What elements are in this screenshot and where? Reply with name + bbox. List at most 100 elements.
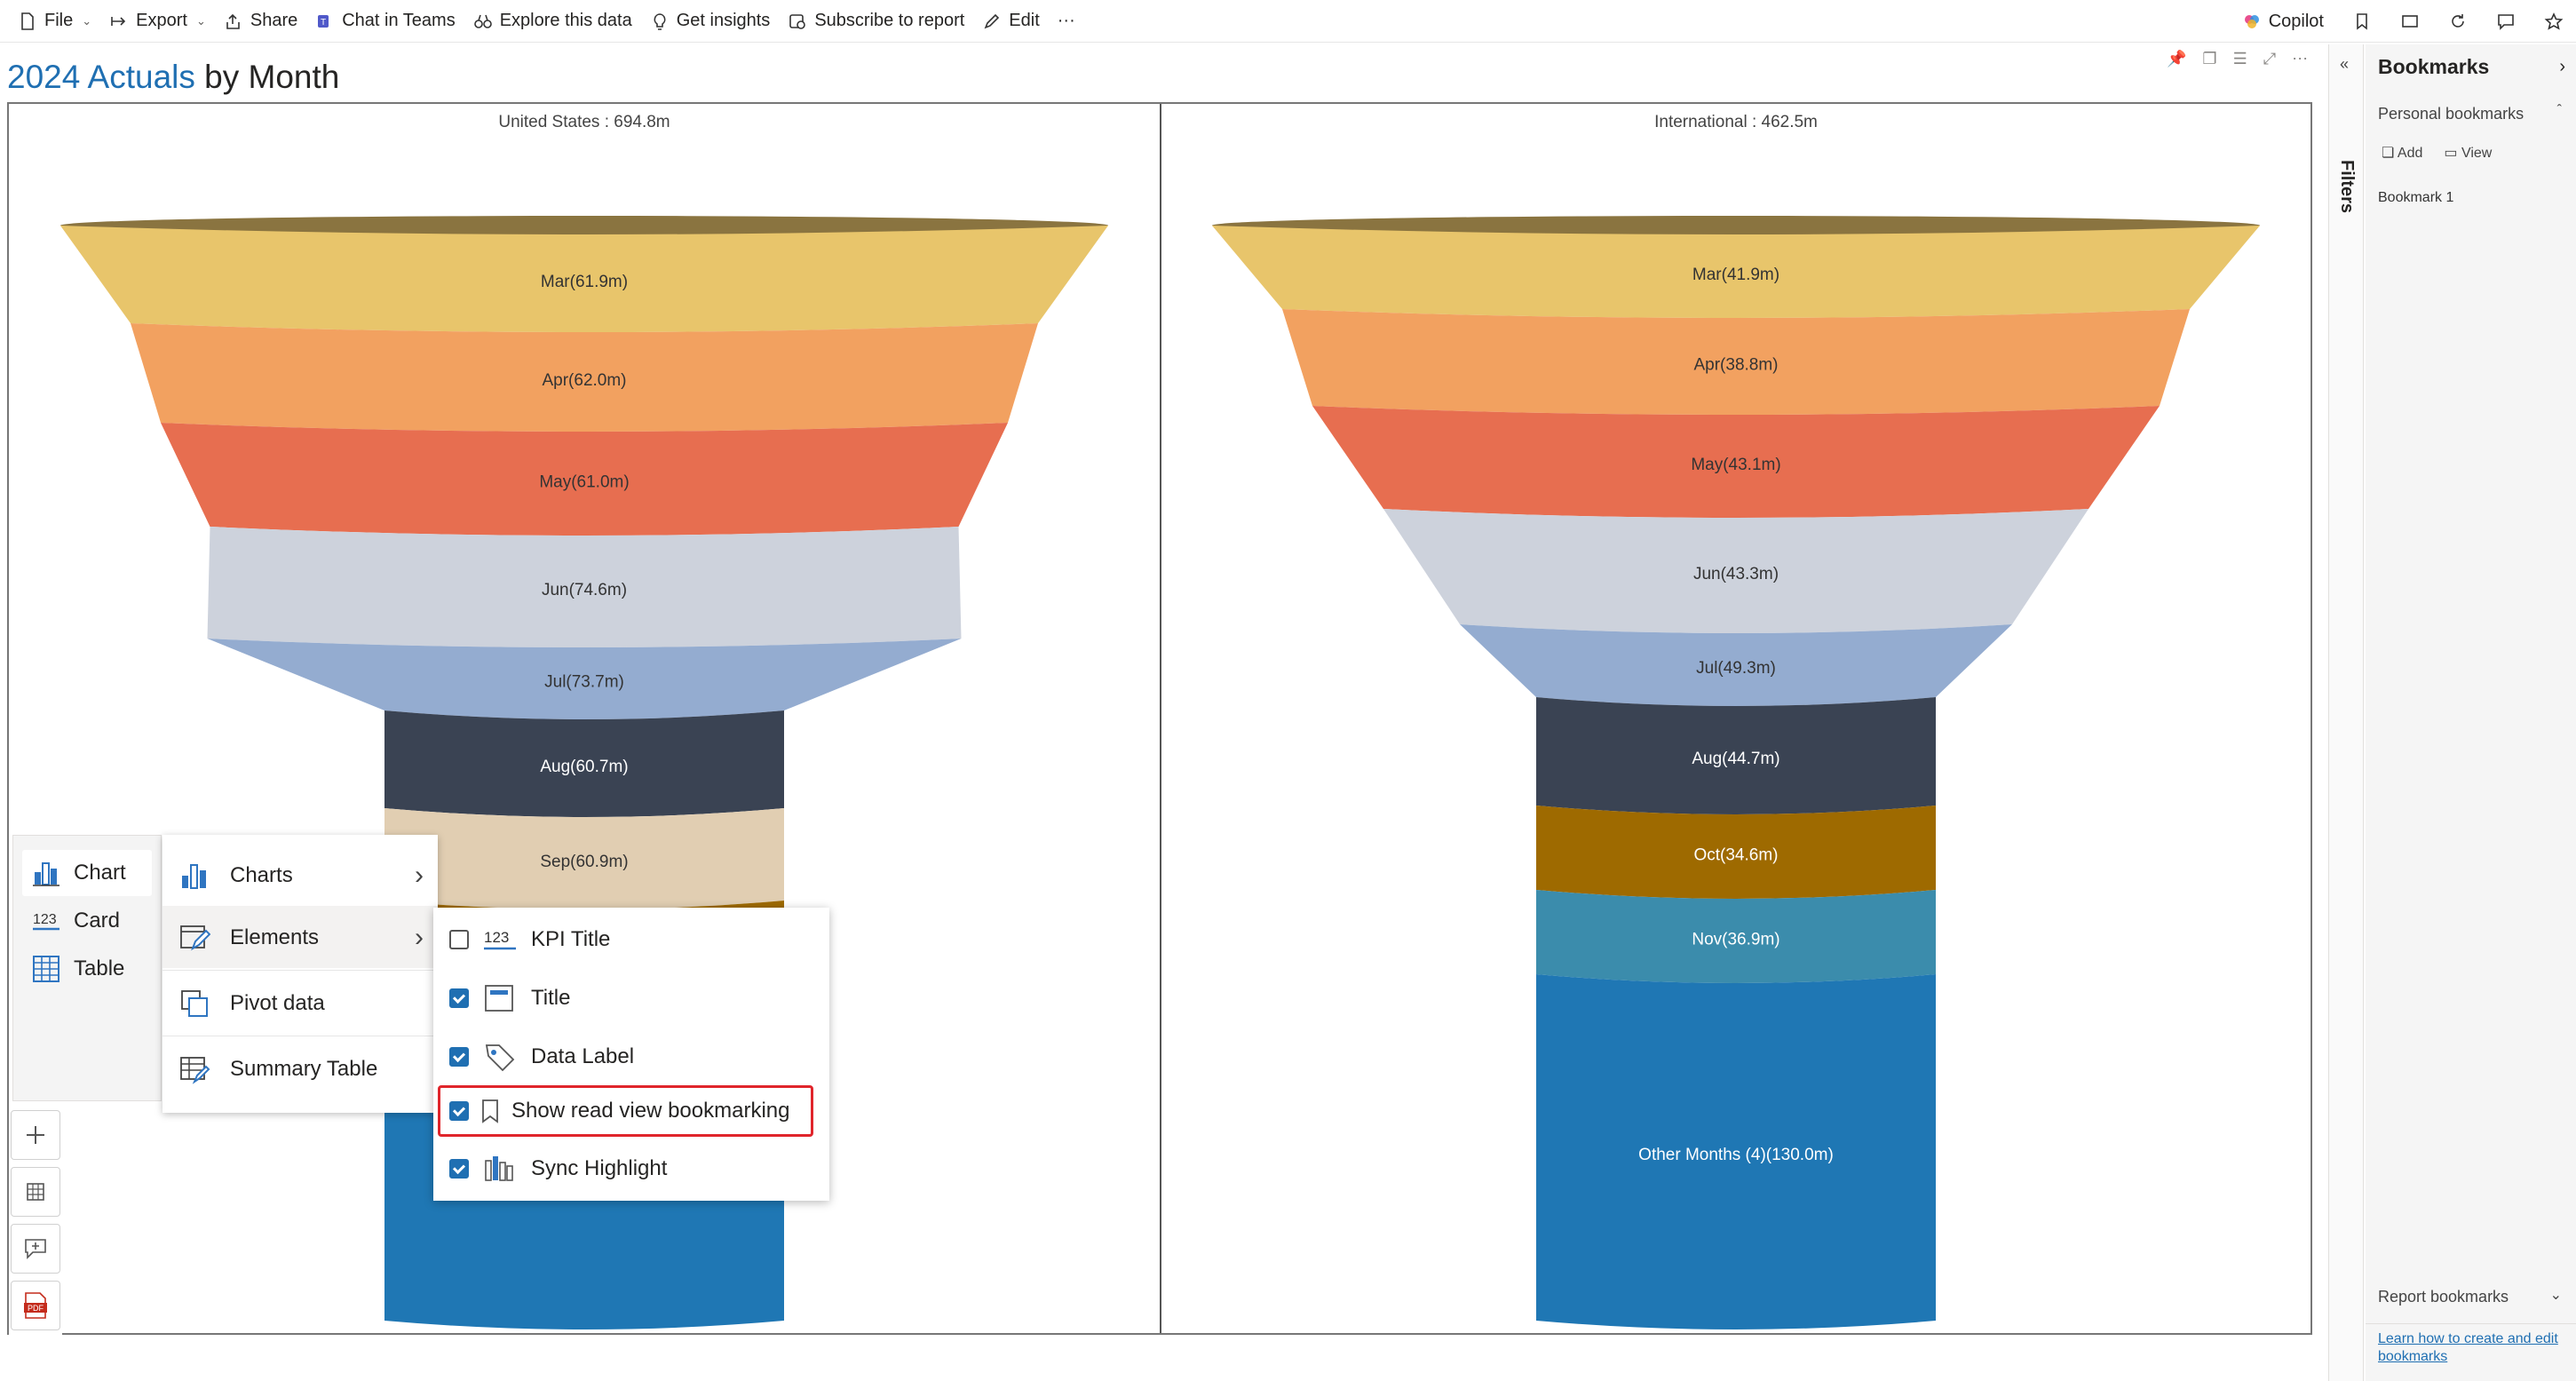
funnel-segment[interactable] [384, 710, 784, 817]
menu-item-pivot-data[interactable]: Pivot data [178, 977, 427, 1030]
file-menu[interactable]: File ⌄ [18, 11, 91, 31]
funnel-segment[interactable] [1282, 309, 2190, 415]
title-checkbox[interactable] [449, 988, 469, 1008]
get-insights-button[interactable]: Get insights [650, 11, 771, 31]
personal-bookmarks-header[interactable]: Personal bookmarks [2378, 105, 2524, 123]
segment-data-label: Mar(61.9m) [541, 273, 628, 291]
segment-data-label: Oct(34.6m) [1693, 846, 1778, 865]
copilot-button[interactable]: Copilot [2242, 12, 2324, 32]
refresh-icon[interactable] [2448, 12, 2468, 31]
chart-options-menu: Charts › Elements › Pivot data Summary Tab… [162, 835, 438, 1113]
bookmarking-label: Show read view bookmarking [511, 1099, 790, 1123]
sync-highlight-icon [485, 1156, 513, 1181]
table-label: Table [74, 956, 125, 980]
bookmark-item[interactable]: Bookmark 1 [2378, 190, 2454, 205]
menu-item-chart[interactable]: Chart [22, 850, 152, 896]
view-icon[interactable] [2400, 12, 2420, 31]
explore-data-button[interactable]: Explore this data [473, 11, 632, 31]
funnel-top-cap [60, 216, 1108, 235]
comment-icon[interactable] [2496, 12, 2516, 31]
report-bookmarks-header[interactable]: Report bookmarks [2378, 1288, 2509, 1306]
favorite-icon[interactable] [2544, 12, 2564, 31]
more-options-button[interactable]: ··· [1058, 11, 1075, 31]
add-label: Add [2397, 146, 2423, 161]
visual-more-icon[interactable]: ⋯ [2292, 50, 2309, 67]
menu-item-data-label[interactable]: Data Label [449, 1032, 634, 1082]
funnel-segment[interactable] [1536, 974, 1936, 1329]
menu-item-summary-table[interactable]: Summary Table [178, 1043, 427, 1096]
funnel-segment[interactable] [131, 323, 1038, 432]
menu-item-table[interactable]: Table [22, 946, 124, 992]
funnel-segment[interactable] [207, 527, 962, 647]
filters-pane-collapsed[interactable]: « Filters [2328, 44, 2364, 1381]
menu-item-charts[interactable]: Charts › [178, 849, 427, 902]
table-icon [33, 956, 59, 982]
segment-data-label: Apr(38.8m) [1693, 356, 1778, 375]
chevron-up-icon[interactable]: ˆ [2556, 103, 2562, 118]
visual-header-icons: 📌 ❐ ☰ ⤢ ⋯ [2167, 50, 2308, 68]
kpi-title-checkbox[interactable] [449, 930, 469, 949]
export-menu[interactable]: Export ⌄ [109, 11, 206, 31]
funnel-segment[interactable] [384, 808, 784, 909]
data-label-checkbox[interactable] [449, 1047, 469, 1067]
bookmarks-pane: Bookmarks › Personal bookmarks ˆ ❏ Add ▭… [2366, 44, 2576, 1381]
grid-button[interactable] [11, 1167, 60, 1217]
copy-icon[interactable]: ❐ [2202, 50, 2217, 67]
funnel-segment[interactable] [207, 639, 962, 719]
binoculars-icon [473, 14, 492, 28]
report-title: 2024 Actuals by Month [7, 55, 339, 99]
menu-item-kpi-title[interactable]: 123 KPI Title [449, 915, 610, 964]
add-bookmark-button[interactable]: ❏ Add [2382, 146, 2423, 161]
toolbar-right: Copilot [2242, 0, 2564, 43]
collapse-icon[interactable]: « [2340, 55, 2350, 73]
funnel-segment[interactable] [1536, 806, 1936, 899]
file-icon [21, 12, 34, 30]
funnel-segment[interactable] [1212, 226, 2260, 318]
funnel-segment[interactable] [1536, 697, 1936, 814]
share-icon [226, 13, 240, 29]
menu-item-elements[interactable]: Elements › [178, 911, 427, 964]
funnel-chart: Mar(61.9m) Apr(62.0m) May(61.0m) Jun(74.6m)… [7, 102, 2312, 1335]
pencil-icon [984, 13, 1000, 28]
bookmark-icon[interactable] [2352, 12, 2372, 31]
view-bookmark-button[interactable]: ▭ View [2444, 146, 2493, 161]
funnel-segment[interactable] [60, 226, 1108, 332]
chevron-down-icon[interactable]: ⌄ [2549, 1288, 2562, 1303]
funnel-segment[interactable] [1383, 509, 2089, 633]
bookmarking-checkbox[interactable] [449, 1101, 469, 1121]
teams-icon: T [318, 14, 329, 28]
menu-item-title[interactable]: Title [449, 973, 570, 1023]
funnel-segment[interactable] [1536, 890, 1936, 983]
edit-button[interactable]: Edit [982, 11, 1040, 31]
menu-item-card[interactable]: 123 Card [22, 898, 120, 944]
bookmarks-title: Bookmarks [2378, 55, 2490, 78]
sync-highlight-checkbox[interactable] [449, 1159, 469, 1179]
lightbulb-icon [654, 12, 666, 30]
filter-icon[interactable]: ☰ [2232, 50, 2247, 67]
close-pane-icon[interactable]: › [2559, 57, 2565, 76]
funnel-segment[interactable] [1312, 406, 2160, 518]
focus-mode-icon[interactable]: ⤢ [2263, 50, 2277, 67]
pin-icon[interactable]: 📌 [2167, 50, 2187, 67]
tag-icon [485, 1044, 515, 1072]
explore-data-label: Explore this data [499, 11, 632, 30]
add-button[interactable] [11, 1110, 60, 1160]
elements-label: Elements [230, 925, 320, 949]
funnel-segment[interactable] [1460, 624, 2012, 706]
get-insights-label: Get insights [676, 11, 771, 30]
comment-button[interactable] [11, 1224, 60, 1274]
bar-chart-icon [182, 864, 206, 889]
subscribe-button[interactable]: Subscribe to report [788, 11, 964, 31]
segment-data-label: Mar(41.9m) [1692, 266, 1779, 284]
chat-in-teams-button[interactable]: T Chat in Teams [315, 11, 456, 31]
menu-item-sync-highlight[interactable]: Sync Highlight [449, 1144, 667, 1194]
card-label: Card [74, 909, 121, 933]
chart-label: Chart [74, 861, 126, 885]
summary-table-icon [180, 1057, 210, 1084]
menu-item-show-read-view-bookmarking[interactable]: Show read view bookmarking [449, 1086, 790, 1136]
pdf-button[interactable]: PDF [11, 1281, 60, 1330]
share-button[interactable]: Share [224, 11, 297, 31]
segment-data-label: Jul(49.3m) [1696, 659, 1776, 678]
help-link[interactable]: Learn how to create and edit bookmarks [2378, 1331, 2558, 1364]
funnel-segment[interactable] [161, 423, 1008, 536]
